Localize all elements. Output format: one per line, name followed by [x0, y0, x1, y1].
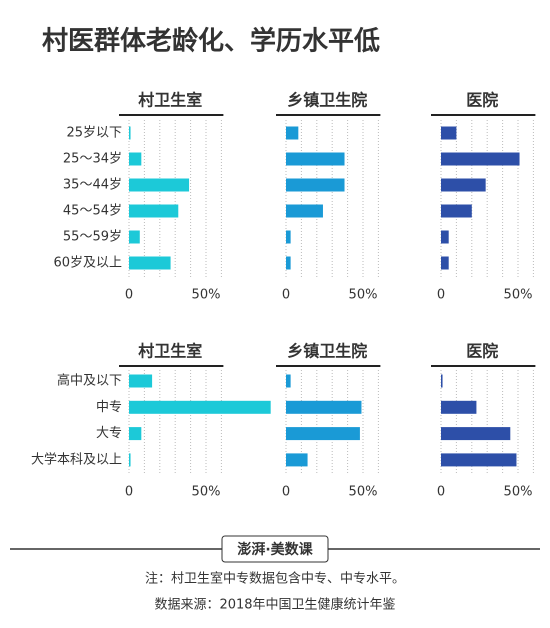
y-tick-label: 25～34岁: [63, 152, 122, 167]
bar: [286, 453, 308, 467]
bar: [129, 427, 142, 441]
y-tick-label: 35～44岁: [63, 178, 122, 193]
bar: [286, 230, 291, 244]
bar: [441, 230, 449, 244]
y-tick-label: 25岁以下: [66, 126, 122, 141]
bar: [286, 178, 345, 192]
x-tick-label: 0: [125, 485, 133, 500]
x-tick-label: 50%: [349, 485, 378, 500]
bar: [286, 152, 345, 166]
y-tick-label: 45～54岁: [63, 204, 122, 219]
bar: [441, 126, 457, 140]
y-tick-label: 大专: [96, 426, 122, 441]
x-tick-label: 50%: [192, 288, 221, 303]
bar: [286, 204, 323, 218]
y-tick-label: 60岁及以上: [53, 256, 122, 271]
bar: [286, 256, 291, 270]
logo: 澎湃·美数课: [237, 541, 313, 558]
bar: [286, 374, 291, 388]
x-tick-label: 0: [437, 485, 445, 500]
x-tick-label: 50%: [349, 288, 378, 303]
bar: [129, 126, 131, 140]
x-tick-label: 0: [282, 288, 290, 303]
bar: [441, 374, 443, 388]
panel-title: 乡镇卫生院: [287, 342, 367, 361]
bar: [286, 126, 299, 140]
bar: [129, 374, 153, 388]
x-tick-label: 50%: [192, 485, 221, 500]
y-tick-label: 中专: [96, 400, 122, 415]
bar: [441, 400, 477, 414]
x-tick-label: 0: [125, 288, 133, 303]
panel-title: 村卫生室: [138, 342, 202, 361]
bar: [441, 152, 520, 166]
x-tick-label: 50%: [504, 288, 533, 303]
bar: [129, 204, 179, 218]
bar: [129, 178, 190, 192]
bar: [441, 453, 517, 467]
bar: [441, 256, 449, 270]
bar: [286, 400, 362, 414]
bar: [129, 400, 271, 414]
x-tick-label: 0: [282, 485, 290, 500]
y-tick-label: 55～59岁: [63, 230, 122, 245]
bar: [129, 256, 171, 270]
bar: [129, 230, 140, 244]
bar: [286, 427, 360, 441]
bar: [129, 152, 142, 166]
panel-title: 医院: [466, 342, 498, 361]
note: 注：村卫生室中专数据包含中专、中专水平。: [145, 571, 405, 587]
y-tick-label: 高中及以下: [57, 373, 122, 389]
bar: [441, 204, 472, 218]
panel-title: 村卫生室: [138, 91, 202, 110]
x-tick-label: 0: [437, 288, 445, 303]
source: 数据来源：2018年中国卫生健康统计年鉴: [154, 597, 395, 613]
bar: [441, 178, 486, 192]
panel-title: 医院: [466, 91, 498, 110]
chart-title: 村医群体老龄化、学历水平低: [42, 26, 380, 57]
y-tick-label: 大学本科及以上: [31, 451, 122, 467]
panel-title: 乡镇卫生院: [287, 91, 367, 110]
x-tick-label: 50%: [504, 485, 533, 500]
bar: [441, 427, 511, 441]
logo-box: [221, 535, 329, 563]
bar: [129, 453, 131, 467]
